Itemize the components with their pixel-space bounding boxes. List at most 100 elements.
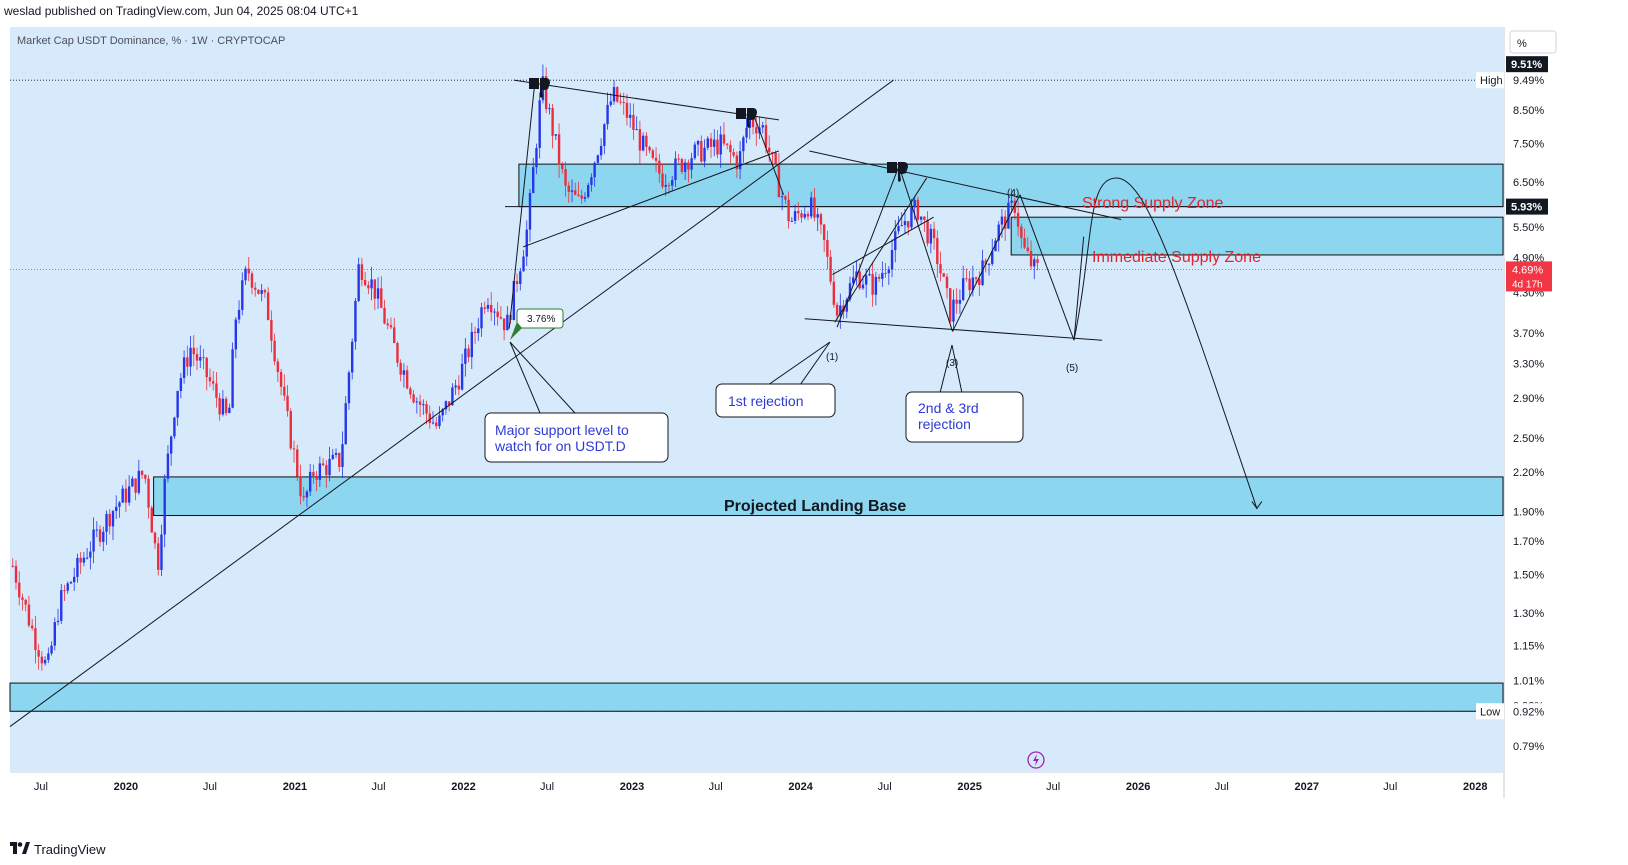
candle-body bbox=[884, 272, 887, 274]
candle-body bbox=[991, 251, 994, 264]
candle-body bbox=[157, 543, 160, 570]
wedge-upper-line[interactable] bbox=[834, 177, 928, 323]
lightning-icon[interactable] bbox=[1027, 751, 1045, 769]
candle-body bbox=[231, 349, 234, 408]
candle-body bbox=[570, 190, 574, 192]
candle-body bbox=[1036, 259, 1039, 263]
candle-body bbox=[292, 448, 296, 450]
candle-body bbox=[182, 357, 186, 379]
candle-body bbox=[467, 348, 470, 358]
candle-body bbox=[784, 196, 787, 200]
supply-zone-3[interactable] bbox=[9, 682, 1504, 712]
candle-body bbox=[926, 219, 929, 244]
candle-body bbox=[266, 292, 270, 320]
last-price-badge[interactable] bbox=[1506, 261, 1552, 292]
high-price-bg bbox=[1506, 72, 1556, 89]
candle-body bbox=[900, 225, 903, 227]
candle-body bbox=[473, 331, 477, 334]
candle-body bbox=[250, 273, 254, 288]
wave-leg-3[interactable] bbox=[952, 194, 1021, 332]
candle-body bbox=[283, 386, 286, 396]
candle-body bbox=[586, 184, 590, 197]
candle-body bbox=[874, 276, 878, 295]
candle-body bbox=[506, 314, 509, 331]
candle-body bbox=[671, 180, 674, 186]
x-tick-label: 2021 bbox=[283, 781, 307, 793]
candle-body bbox=[79, 557, 82, 563]
unit-box[interactable] bbox=[1509, 30, 1557, 54]
y-tick-label: 1.50% bbox=[1513, 570, 1544, 582]
candle-body bbox=[237, 309, 241, 320]
candle-body bbox=[218, 397, 221, 415]
impulse-leg-a[interactable] bbox=[508, 80, 536, 329]
candle-body bbox=[108, 513, 111, 527]
price-badge[interactable] bbox=[1506, 198, 1548, 215]
x-tick-label: Jul bbox=[371, 781, 385, 793]
callout-box-major-support[interactable] bbox=[484, 412, 669, 463]
candle-body bbox=[224, 398, 228, 414]
wave-leg-5[interactable] bbox=[1073, 236, 1085, 341]
candle-body bbox=[137, 470, 141, 493]
candle-body bbox=[276, 361, 280, 372]
callout-text-major-support-line1: Major support level to bbox=[495, 422, 629, 438]
candle-body bbox=[228, 407, 231, 414]
candle-body bbox=[43, 659, 47, 664]
candle-body bbox=[700, 141, 703, 162]
candle-body bbox=[37, 650, 40, 657]
candle-body bbox=[27, 604, 31, 626]
candle-body bbox=[735, 155, 739, 170]
candle-body bbox=[987, 263, 991, 265]
candle-body bbox=[515, 280, 519, 285]
candle-body bbox=[1020, 226, 1023, 239]
candle-body bbox=[11, 565, 14, 567]
impulse-leg-b[interactable] bbox=[752, 113, 784, 195]
y-tick-label: 1.15% bbox=[1513, 641, 1544, 653]
price-callout-label: 3.76% bbox=[527, 314, 555, 325]
descending-resistance-line[interactable] bbox=[809, 150, 1122, 221]
candle-body bbox=[489, 304, 493, 313]
candle-body bbox=[263, 290, 267, 293]
candle-body bbox=[176, 391, 179, 418]
projected-path-curve[interactable] bbox=[1073, 177, 1258, 509]
candle-body bbox=[845, 299, 848, 312]
supply-zone-2[interactable] bbox=[153, 476, 1504, 517]
candle-body bbox=[357, 264, 360, 301]
wave-leg-2[interactable] bbox=[898, 165, 954, 332]
wave-leg-4[interactable] bbox=[1019, 194, 1075, 341]
candle-body bbox=[742, 137, 745, 152]
candle-body bbox=[173, 417, 176, 437]
candle-body bbox=[713, 139, 716, 147]
candle-body bbox=[606, 104, 609, 125]
thumb-cuff bbox=[529, 78, 539, 89]
price-badge[interactable] bbox=[1506, 56, 1548, 73]
candle-body bbox=[289, 411, 292, 449]
price-callout-box[interactable] bbox=[516, 308, 564, 329]
rising-channel-line[interactable] bbox=[522, 150, 780, 248]
candle-body bbox=[1010, 200, 1013, 203]
y-tick-label: 1.90% bbox=[1513, 506, 1544, 518]
y-tick-label: 0.79% bbox=[1513, 741, 1544, 753]
tradingview-brand[interactable]: TradingView bbox=[10, 842, 106, 857]
candle-body bbox=[616, 87, 619, 102]
candle-body bbox=[321, 463, 325, 466]
candle-body bbox=[312, 471, 315, 477]
candle-body bbox=[593, 162, 596, 178]
candle-body bbox=[53, 622, 56, 646]
supply-zone-1[interactable] bbox=[1010, 216, 1504, 256]
candle-body bbox=[496, 311, 499, 318]
candle-body bbox=[254, 287, 257, 290]
descending-trendline-top[interactable] bbox=[513, 79, 779, 121]
wave-leg-1[interactable] bbox=[836, 165, 900, 328]
candle-body bbox=[341, 444, 344, 467]
ascending-trendline[interactable] bbox=[9, 79, 894, 727]
candle-body bbox=[89, 551, 92, 558]
candle-body bbox=[716, 139, 719, 155]
candle-body bbox=[803, 213, 806, 218]
last-price-label: 4.69% bbox=[1512, 264, 1543, 276]
callout-box-second-third-rejection[interactable] bbox=[905, 391, 1024, 443]
candle-body bbox=[34, 628, 37, 651]
wedge-mid-line[interactable] bbox=[832, 216, 934, 276]
candle-body bbox=[635, 129, 638, 131]
callout-box-first-rejection[interactable] bbox=[715, 383, 836, 418]
